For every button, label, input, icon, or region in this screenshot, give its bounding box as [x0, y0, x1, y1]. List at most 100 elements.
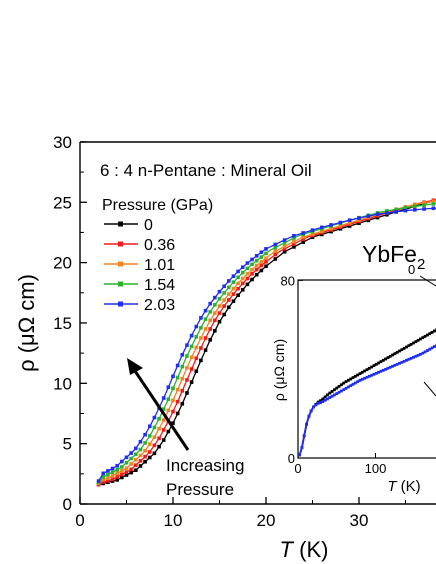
legend-label: 0.36	[144, 237, 175, 254]
y-tick-label: 15	[53, 314, 72, 333]
data-point	[259, 263, 264, 268]
inset-data-point	[409, 342, 413, 346]
data-point	[403, 208, 408, 213]
inset-data-point	[370, 365, 374, 369]
inset-data-point	[344, 386, 348, 390]
inset-data-point	[433, 329, 436, 333]
data-point	[152, 425, 157, 430]
data-point	[129, 456, 133, 461]
inset-y-tick-label: 0	[288, 451, 295, 466]
inset-data-point	[398, 349, 401, 353]
data-point	[203, 317, 208, 321]
inset-data-point	[395, 362, 399, 366]
data-point	[259, 260, 264, 264]
inset-data-point	[356, 373, 360, 377]
inset-data-point	[328, 396, 332, 400]
data-point	[120, 465, 124, 469]
data-point	[171, 409, 175, 414]
x-tick-label: 0	[75, 511, 84, 530]
data-point	[254, 263, 259, 268]
inset-data-point	[330, 394, 334, 398]
inset-data-point	[335, 386, 339, 390]
data-point	[143, 454, 147, 459]
data-point	[222, 284, 226, 289]
inset-data-point	[363, 369, 367, 373]
data-point	[171, 386, 175, 391]
inset-data-point	[307, 414, 311, 418]
inset-data-point	[379, 369, 383, 373]
data-point	[166, 385, 171, 389]
inset-data-point	[349, 377, 353, 381]
data-point	[203, 308, 208, 313]
inset-data-point	[421, 336, 425, 340]
inset-data-point	[351, 382, 355, 386]
data-point	[245, 272, 250, 276]
inset-data-point	[337, 385, 341, 388]
data-point	[129, 470, 133, 475]
data-point	[413, 204, 417, 209]
inset-data-point	[384, 367, 387, 371]
inset-data-point	[412, 355, 415, 359]
data-point	[254, 267, 259, 272]
data-point	[301, 235, 305, 239]
data-point	[282, 241, 287, 245]
data-point	[227, 279, 231, 283]
data-point	[138, 464, 143, 468]
data-point	[213, 295, 217, 300]
data-point	[110, 466, 115, 471]
inset-data-point	[298, 453, 301, 457]
inset-data-point	[433, 345, 436, 348]
data-point	[222, 312, 226, 317]
data-point	[227, 292, 231, 296]
data-point	[236, 293, 240, 297]
data-point	[273, 245, 278, 250]
data-point	[152, 451, 157, 456]
inset-data-point	[377, 361, 380, 365]
data-point	[171, 421, 175, 425]
x-tick-label: 30	[350, 511, 369, 530]
data-point	[347, 218, 352, 222]
inset-data-point	[386, 356, 390, 360]
data-point	[240, 287, 245, 292]
data-point	[208, 318, 212, 323]
data-point	[236, 281, 240, 286]
data-point	[120, 459, 124, 464]
data-point	[180, 402, 185, 406]
data-point	[292, 245, 296, 249]
data-point	[329, 226, 333, 231]
inset-data-point	[305, 422, 308, 426]
data-point	[227, 298, 231, 302]
data-point	[152, 435, 157, 439]
inset-data-point	[428, 347, 432, 351]
data-point	[310, 228, 315, 232]
inset-data-point	[342, 381, 346, 385]
data-point	[320, 225, 324, 230]
data-point	[166, 397, 171, 402]
data-point	[203, 327, 208, 331]
data-point	[134, 446, 138, 451]
inset-data-point	[388, 354, 392, 358]
data-point	[124, 460, 129, 465]
data-point	[236, 286, 240, 291]
inset-data-point	[402, 359, 406, 363]
inset-data-point	[326, 397, 329, 401]
inset-data-point	[405, 345, 408, 349]
data-point	[273, 242, 278, 247]
inset-data-point	[356, 380, 360, 384]
y-tick-label: 10	[53, 374, 72, 393]
data-point	[250, 257, 254, 262]
data-point	[138, 447, 143, 452]
inset-data-point	[314, 403, 318, 407]
data-point	[254, 272, 259, 277]
data-point	[129, 467, 133, 472]
data-point	[259, 250, 264, 255]
series-2-03	[96, 206, 436, 483]
inset-data-point	[360, 370, 364, 374]
legend-label: 1.01	[144, 257, 175, 274]
data-point	[259, 255, 264, 259]
inset-data-point	[419, 352, 422, 356]
inset-x-axis-label-unit: (K)	[401, 478, 421, 495]
compound-subscript: 2	[417, 256, 425, 273]
inset-data-point	[360, 377, 364, 381]
